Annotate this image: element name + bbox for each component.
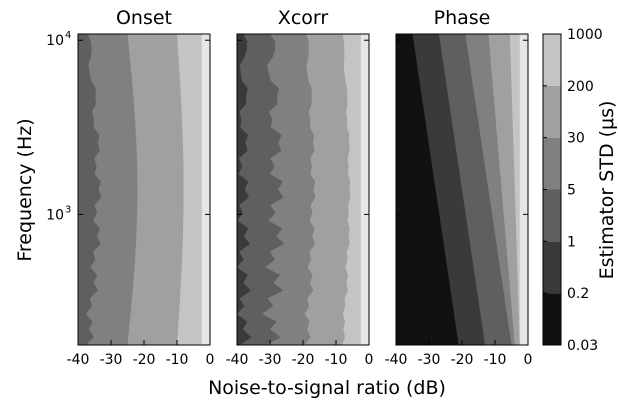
- colorbar-segment: [543, 293, 561, 345]
- colorbar-segment: [543, 137, 561, 190]
- colorbar-tick-label: 0.2: [567, 286, 589, 302]
- panel-onset: Onset-40 -30 -20 -10 010 410 3: [46, 7, 214, 368]
- x-tick-label: -30: [259, 352, 282, 368]
- x-tick-label: -20: [451, 352, 474, 368]
- x-tick-label: -20: [292, 352, 315, 368]
- contour-region: [177, 34, 210, 345]
- x-tick-label: -40: [67, 352, 90, 368]
- x-tick-label: 0: [524, 352, 533, 368]
- x-tick-label: -40: [385, 352, 408, 368]
- colorbar-segment: [543, 189, 561, 242]
- colorbar: 0.03 0.2 1 5 30 200 1000: [542, 27, 603, 354]
- colorbar-segment: [543, 34, 561, 86]
- x-tick-label: -40: [226, 352, 249, 368]
- colorbar-label: Estimator STD (μs): [596, 101, 618, 280]
- y-axis-label: Frequency (Hz): [14, 118, 36, 261]
- colorbar-segment: [543, 241, 561, 294]
- contour-region: [519, 34, 528, 345]
- x-tick-label: -30: [418, 352, 441, 368]
- x-tick-label: -20: [133, 352, 156, 368]
- x-tick-label: -10: [166, 352, 189, 368]
- colorbar-tick-label: 1000: [567, 27, 603, 43]
- colorbar-tick-label: 30: [567, 131, 585, 147]
- x-tick-label: 0: [206, 352, 215, 368]
- y-tick-exponent: 3: [65, 204, 71, 215]
- panel-phase: Phase -40 -30 -20 -10 0: [385, 7, 533, 368]
- colorbar-tick-label: 5: [567, 183, 576, 199]
- x-tick-label: -10: [484, 352, 507, 368]
- contour-region: [201, 34, 210, 345]
- x-tick-label: -10: [325, 352, 348, 368]
- panel-title: Xcorr: [278, 7, 329, 29]
- panel-title: Phase: [434, 7, 491, 29]
- panel-xcorr: Xcorr -40 -30 -20 -10 0: [226, 7, 374, 368]
- panel-title: Onset: [116, 7, 172, 29]
- colorbar-segment: [543, 85, 561, 138]
- contour-region: [360, 34, 369, 345]
- colorbar-tick-label: 0.03: [567, 338, 598, 354]
- y-tick-label: 10: [46, 33, 64, 49]
- y-tick-exponent: 4: [65, 30, 71, 41]
- x-axis-label: Noise-to-signal ratio (dB): [208, 377, 446, 399]
- colorbar-tick-label: 1: [567, 234, 576, 250]
- x-tick-label: -30: [100, 352, 123, 368]
- y-tick-label: 10: [46, 207, 64, 223]
- x-tick-label: 0: [365, 352, 374, 368]
- colorbar-tick-label: 200: [567, 79, 594, 95]
